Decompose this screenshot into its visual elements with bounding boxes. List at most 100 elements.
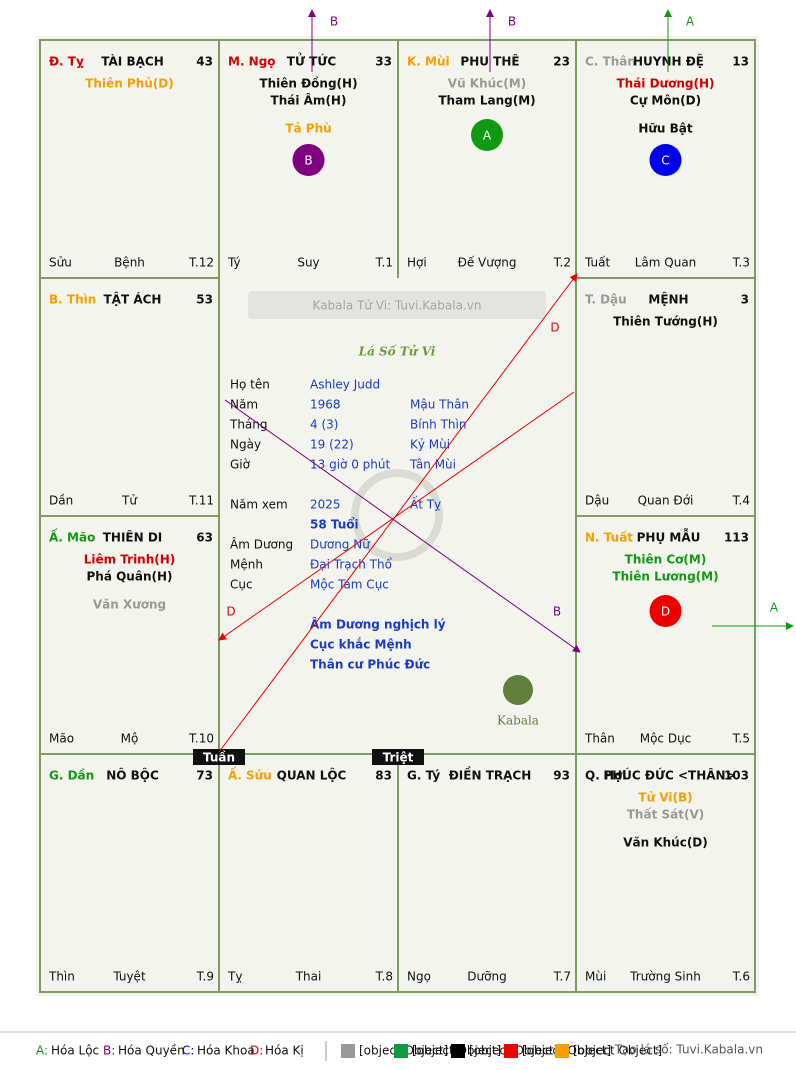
bottom-middle: Suy <box>297 256 319 270</box>
branch: Ấ. Sửu <box>228 766 272 783</box>
palace-name: THIÊN DI <box>103 530 163 545</box>
hoa-ki-line <box>218 273 578 753</box>
legend-key: B: <box>103 1044 115 1058</box>
major-star: Thất Sát(V) <box>627 808 704 822</box>
palace-number: 13 <box>732 55 749 69</box>
palace-number: 43 <box>196 55 213 69</box>
palace-name: TẬT ÁCH <box>104 292 162 307</box>
arrow-label: B <box>508 15 516 29</box>
bottom-left: Ngọ <box>407 970 431 984</box>
info-value: Mộc Tam Cục <box>310 578 389 592</box>
palace-number: 83 <box>375 769 392 783</box>
palace-name: NÔ BỘC <box>106 768 159 783</box>
branch: Q. Hợi <box>585 769 626 783</box>
legend-swatch <box>555 1044 569 1058</box>
branch: T. Dậu <box>585 293 627 307</box>
credit: Tạo lá số: Tuvi.Kabala.vn <box>614 1043 763 1057</box>
bottom-left: Tuất <box>584 256 610 270</box>
tag-label: Tuần <box>203 751 235 765</box>
major-star: Thiên Tướng(H) <box>613 315 718 329</box>
note: Thân cư Phúc Đức <box>310 658 430 672</box>
branch: K. Mùi <box>407 55 450 69</box>
lines: D D B B B A A <box>218 9 794 753</box>
minor-star: Văn Xương <box>93 598 166 612</box>
info-label: Năm <box>230 398 258 412</box>
bottom-middle: Lâm Quan <box>635 256 697 270</box>
bottom-left: Tý <box>227 256 241 270</box>
legend-swatch <box>341 1044 355 1058</box>
legend-label: Hóa Lộc <box>51 1044 99 1058</box>
bottom-right: T.7 <box>553 970 571 984</box>
info-value: 19 (22) <box>310 438 354 452</box>
palace-number: 63 <box>196 531 213 545</box>
palace-name: MỆNH <box>648 292 688 307</box>
info-value: 4 (3) <box>310 418 338 432</box>
branch: C. Thân <box>585 55 636 69</box>
branch: G. Dần <box>49 769 94 783</box>
branch: M. Ngọ <box>228 55 276 69</box>
bottom-middle: Thai <box>295 970 322 984</box>
palace-name: ĐIỀN TRẠCH <box>449 766 532 783</box>
info-label: Cục <box>230 578 253 592</box>
palace-number: 23 <box>553 55 570 69</box>
bottom-right: T.6 <box>732 970 750 984</box>
branch: N. Tuất <box>585 531 633 545</box>
bottom-left: Tỵ <box>227 970 242 984</box>
badge-letter: B <box>304 154 312 168</box>
info-value: 2025 <box>310 498 341 512</box>
bottom-left: Thân <box>584 732 615 746</box>
palace-name: PHÚC ĐỨC <THÂN> <box>603 768 735 783</box>
arrow-label: B <box>330 15 338 29</box>
branch: G. Tý <box>407 769 440 783</box>
info-label: Âm Dương <box>230 537 293 552</box>
bottom-middle: Mộ <box>121 732 139 746</box>
major-star: Vũ Khúc(M) <box>448 77 526 91</box>
bottom-left: Mão <box>49 732 74 746</box>
palace-number: 3 <box>741 293 749 307</box>
note: Cục khắc Mệnh <box>310 638 412 652</box>
legend-label: Hóa Khoa <box>197 1044 255 1058</box>
major-star: Thiên Cơ(M) <box>625 553 707 567</box>
tag-box <box>372 749 424 765</box>
bottom-left: Hợi <box>407 256 427 270</box>
bottom-middle: Dưỡng <box>467 970 506 984</box>
minor-star: Văn Khúc(D) <box>623 836 708 850</box>
info-extra: Bính Thìn <box>410 418 466 432</box>
bottom-middle: Tuyệt <box>112 970 146 984</box>
hoa-ki-line <box>218 391 575 641</box>
info-extra: Mậu Thân <box>410 398 469 412</box>
bottom-middle: Mộc Dục <box>640 732 692 746</box>
title: Lá Số Tử Vi <box>358 344 436 359</box>
info-label: Họ tên <box>230 378 270 392</box>
bottom-right: T.3 <box>732 256 750 270</box>
palace-number: 93 <box>553 769 570 783</box>
info-extra: Tân Mùi <box>409 458 456 472</box>
info-value: Dương Nữ <box>310 538 371 552</box>
logo: Kabala <box>497 714 539 728</box>
info-value: Đại Trạch Thổ <box>310 558 393 572</box>
major-star: Thái Âm(H) <box>271 93 347 108</box>
badge-circle <box>292 144 325 176</box>
bottom-middle: Quan Đới <box>638 494 694 508</box>
major-star: Tham Lang(M) <box>438 94 535 108</box>
bottom-right: T.8 <box>375 970 393 984</box>
tag-label: Triệt <box>383 751 414 765</box>
bottom-right: T.5 <box>732 732 750 746</box>
major-star: Thiên Phủ(D) <box>85 77 174 91</box>
badge-letter: D <box>661 605 670 619</box>
legend-swatch <box>451 1044 465 1058</box>
major-star: Thái Dương(H) <box>616 77 714 91</box>
bottom-left: Dậu <box>585 494 609 508</box>
bottom-left: Dần <box>49 494 73 508</box>
badge-letter: C <box>661 154 669 168</box>
palace-name: QUAN LỘC <box>277 768 347 783</box>
bottom-right: T.4 <box>732 494 750 508</box>
watermark <box>351 469 443 561</box>
major-star: Thiên Đồng(H) <box>259 77 357 91</box>
header: Kabala Tử Vi: Tuvi.Kabala.vn <box>313 299 482 313</box>
bottom-left: Thìn <box>48 970 75 984</box>
badge-circle <box>649 595 682 627</box>
info-label: Năm xem <box>230 498 288 512</box>
bottom-middle: Tử <box>121 494 138 508</box>
